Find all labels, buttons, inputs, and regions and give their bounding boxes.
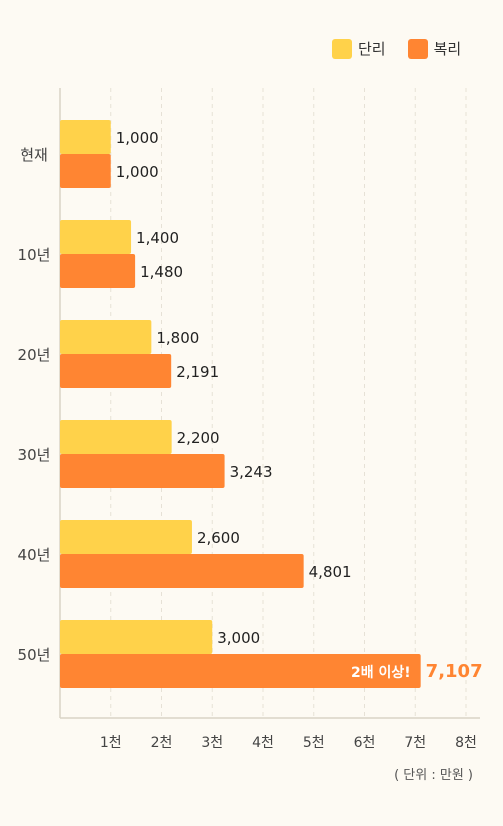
value-label: 1,800	[156, 329, 199, 347]
value-label: 3,243	[230, 463, 273, 481]
bar-simple	[60, 220, 132, 254]
value-label: 1,480	[140, 263, 183, 281]
category-label: 20년	[18, 346, 51, 364]
legend-label-compound: 복리	[433, 40, 462, 58]
legend-swatch-compound	[407, 38, 428, 59]
x-tick-label: 4천	[252, 735, 274, 751]
x-tick-label: 8천	[455, 735, 477, 751]
bar-simple	[60, 520, 192, 554]
value-label: 1,000	[116, 129, 159, 147]
unit-note: ( 단위 : 만원 )	[394, 768, 473, 783]
category-label: 50년	[18, 646, 51, 664]
bar-simple	[60, 320, 152, 354]
value-label: 2,600	[197, 529, 240, 547]
value-label: 1,400	[136, 229, 179, 247]
x-tick-label: 2천	[151, 735, 173, 751]
value-label: 2,200	[177, 429, 220, 447]
bar-compound	[60, 154, 111, 188]
legend-item-compound: 복리	[407, 38, 462, 59]
value-label: 2,191	[176, 363, 219, 381]
bar-compound	[60, 354, 172, 388]
bar-simple	[60, 120, 111, 154]
bar-compound	[60, 254, 136, 288]
category-label: 40년	[18, 546, 51, 564]
legend-item-simple: 단리	[332, 38, 386, 59]
legend: 단리 복리	[332, 38, 483, 59]
bar-compound	[60, 654, 421, 688]
x-tick-label: 6천	[354, 735, 376, 751]
x-tick-label: 5천	[303, 735, 325, 751]
category-label: 10년	[18, 246, 51, 264]
category-label: 30년	[18, 446, 51, 464]
annotation-label: 2배 이상!	[351, 664, 411, 681]
x-tick-label: 7천	[404, 735, 426, 751]
legend-swatch-simple	[332, 38, 352, 59]
x-tick-label: 1천	[100, 735, 122, 751]
bar-compound	[60, 454, 225, 488]
category-label: 현재	[20, 146, 48, 164]
bar-simple	[60, 420, 172, 454]
bar-simple	[60, 620, 213, 654]
x-tick-label: 3천	[201, 735, 223, 751]
value-label: 1,000	[116, 163, 159, 181]
value-label: 4,801	[309, 563, 352, 581]
value-label: 3,000	[217, 629, 260, 647]
bar-compound	[60, 554, 304, 588]
legend-label-simple: 단리	[358, 40, 386, 58]
value-label: 7,107	[426, 661, 483, 682]
